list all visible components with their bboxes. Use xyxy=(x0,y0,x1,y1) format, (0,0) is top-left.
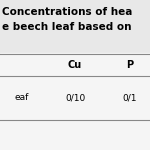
Text: Concentrations of hea: Concentrations of hea xyxy=(2,7,132,17)
Text: Cu: Cu xyxy=(68,60,82,70)
Bar xyxy=(0,53,150,150)
Bar xyxy=(0,0,150,53)
Text: 0/1: 0/1 xyxy=(123,93,137,102)
Text: P: P xyxy=(126,60,134,70)
Text: e beech leaf based on: e beech leaf based on xyxy=(2,22,132,32)
Text: 0/10: 0/10 xyxy=(65,93,85,102)
Text: eaf: eaf xyxy=(15,93,29,102)
